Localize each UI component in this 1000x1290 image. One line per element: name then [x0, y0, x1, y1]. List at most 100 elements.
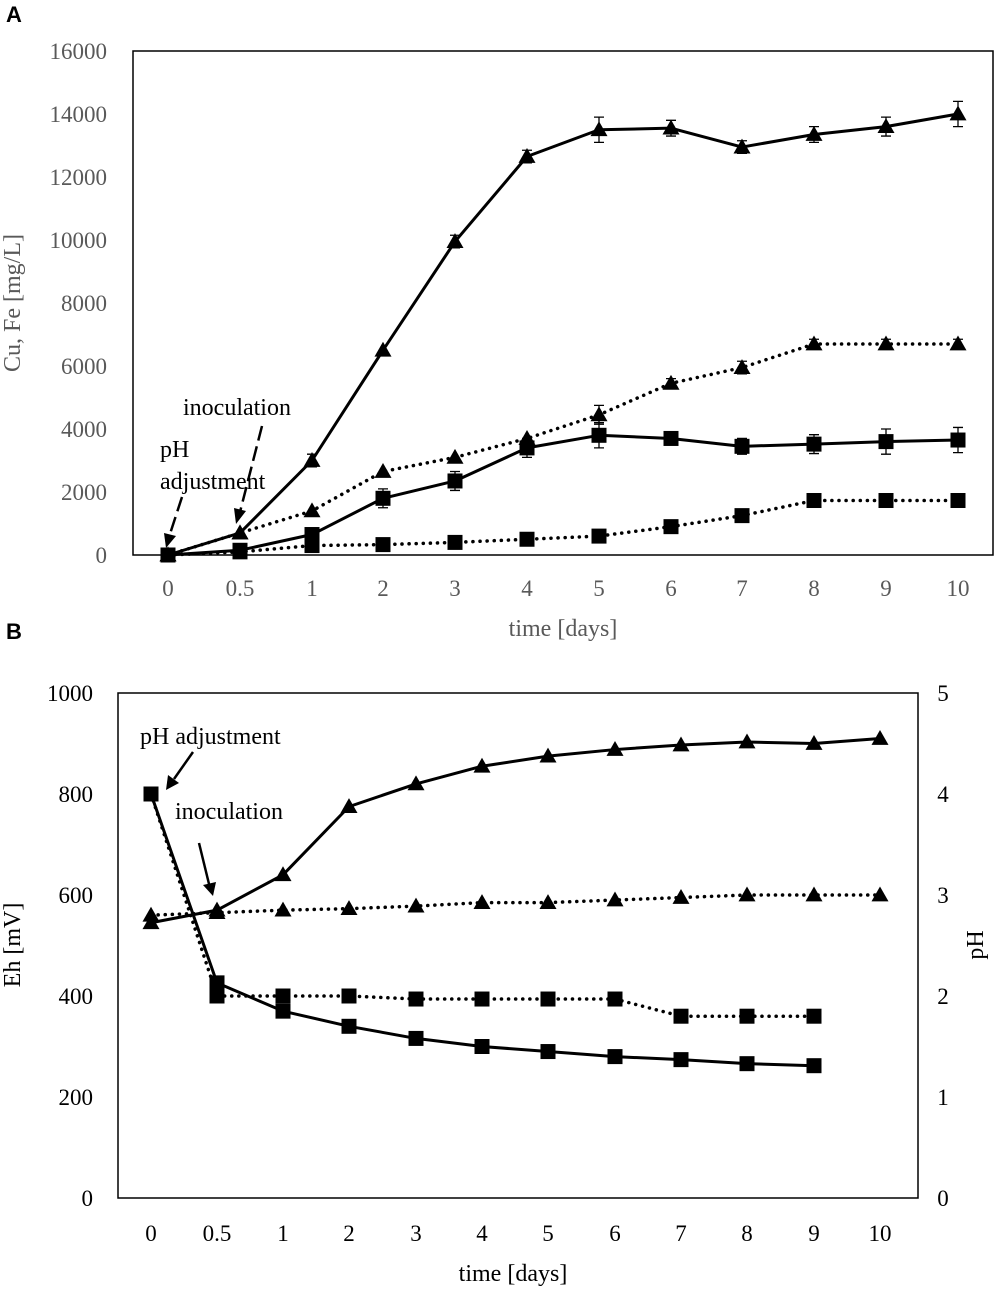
a-series-1-point [590, 121, 608, 137]
b-right-y-tick-label: 3 [937, 883, 949, 908]
a-series-2-point [231, 524, 249, 540]
panel-a: A time [days] Cu, Fe [mg/L] 020004000600… [0, 2, 994, 642]
b-series-2-point [142, 906, 160, 922]
a-series-4-point [950, 493, 966, 509]
b-series-1-point [274, 866, 292, 882]
b-series-2-point [871, 886, 889, 902]
b-series-4-point [673, 1008, 689, 1024]
b-series-1-point [340, 798, 358, 813]
a-series-3-line [167, 433, 959, 557]
b-series-1-point [672, 736, 690, 752]
a-y-tick-label: 0 [96, 543, 108, 568]
a-series-1-point [733, 138, 751, 154]
b-x-tick-label: 6 [609, 1221, 621, 1246]
a-series-1-point [949, 105, 967, 121]
panel-b-right-y-axis-title: pH [963, 930, 989, 959]
panel-a-plot-frame [132, 50, 994, 556]
b-series-2-point [672, 889, 690, 904]
b-x-tick-label: 0.5 [203, 1221, 232, 1246]
b-x-tick-label: 0 [145, 1221, 157, 1246]
b-series-2-line [149, 893, 882, 917]
panel-b-inoculation-label: inoculation [175, 799, 283, 825]
b-series-1-line [150, 736, 881, 925]
panel-a-letter: A [6, 2, 22, 27]
a-series-2-point [590, 406, 608, 422]
b-x-tick-label: 5 [542, 1221, 554, 1246]
a-series-4-point [663, 519, 679, 535]
a-series-2-point [877, 335, 895, 351]
panel-a-inoculation-arrow [238, 425, 264, 513]
b-series-3-point [540, 1044, 556, 1060]
a-series-2 [159, 335, 967, 562]
b-series-3-point [209, 975, 225, 991]
a-series-1-point [662, 119, 680, 135]
b-series-3 [143, 786, 822, 1074]
b-x-tick-label: 2 [343, 1221, 355, 1246]
a-series-3-point [519, 440, 535, 456]
panel-a-ph-arrow [167, 496, 184, 538]
a-series-1-point [805, 125, 823, 141]
b-series-1-point [738, 733, 756, 749]
a-series-4-point [375, 537, 391, 553]
b-series-2-point [208, 904, 226, 920]
a-series-3-point [663, 430, 679, 446]
b-series-2-point [473, 894, 491, 909]
a-y-tick-label: 2000 [61, 480, 107, 505]
a-series-4-point [232, 544, 248, 560]
a-x-tick-label: 10 [947, 576, 970, 601]
b-series-3-point [806, 1058, 822, 1074]
a-series-3-point [734, 438, 750, 454]
panel-b-letter: B [6, 619, 22, 644]
b-series-3-point [408, 1030, 424, 1046]
panel-a-ph-label: pH [160, 437, 189, 463]
b-series-2-point [340, 900, 358, 916]
b-series-3-point [275, 1003, 291, 1019]
b-series-4-point [341, 988, 357, 1004]
a-x-tick-label: 0 [162, 576, 174, 601]
panel-b-annotations: pH adjustment inoculation [140, 724, 283, 896]
b-series-1-point [871, 729, 889, 745]
b-series-4-line [149, 792, 816, 1018]
b-series-4-point [739, 1008, 755, 1024]
b-series-2-point [606, 891, 624, 907]
a-series-4-point [591, 528, 607, 544]
b-series-4-point [408, 991, 424, 1007]
panel-b-inoculation-arrowhead [203, 882, 216, 896]
b-series-1-point [142, 914, 160, 930]
a-series-4 [160, 493, 966, 563]
b-series-1-point [606, 741, 624, 756]
b-series-4-point [540, 991, 556, 1007]
b-series-2-point [539, 894, 557, 909]
a-y-tick-label: 8000 [61, 291, 107, 316]
a-series-4-point [160, 547, 176, 563]
b-y-tick-label: 0 [82, 1186, 94, 1211]
a-series-2-line [166, 342, 960, 557]
b-series-1-point [539, 747, 557, 763]
a-series-3-point [806, 436, 822, 452]
panel-b: B time [days] Eh [mV] pH 020040060080010… [0, 619, 989, 1287]
b-x-tick-label: 10 [869, 1221, 892, 1246]
b-series-2-point [738, 886, 756, 902]
b-y-tick-label: 400 [59, 984, 94, 1009]
b-right-y-tick-label: 2 [937, 984, 949, 1009]
b-series-2 [142, 886, 889, 922]
a-series-4-point [447, 534, 463, 550]
a-y-tick-label: 4000 [61, 417, 107, 442]
b-series-1-point [473, 757, 491, 773]
a-series-1-point [374, 341, 392, 357]
panel-b-inoculation-arrow [197, 842, 211, 885]
b-right-y-tick-label: 5 [937, 681, 949, 706]
b-series-2-point [407, 897, 425, 913]
a-y-tick-label: 16000 [50, 39, 108, 64]
b-series-2-point [274, 901, 292, 917]
a-x-tick-label: 4 [521, 576, 533, 601]
b-series-4-point [607, 991, 623, 1007]
a-x-tick-label: 8 [808, 576, 820, 601]
a-x-tick-label: 9 [880, 576, 892, 601]
a-series-4-point [878, 493, 894, 509]
panel-a-adjustment-label: adjustment [160, 469, 266, 495]
b-series-4-point [806, 1008, 822, 1024]
a-series-4-point [519, 531, 535, 547]
a-series-2-point [374, 463, 392, 478]
